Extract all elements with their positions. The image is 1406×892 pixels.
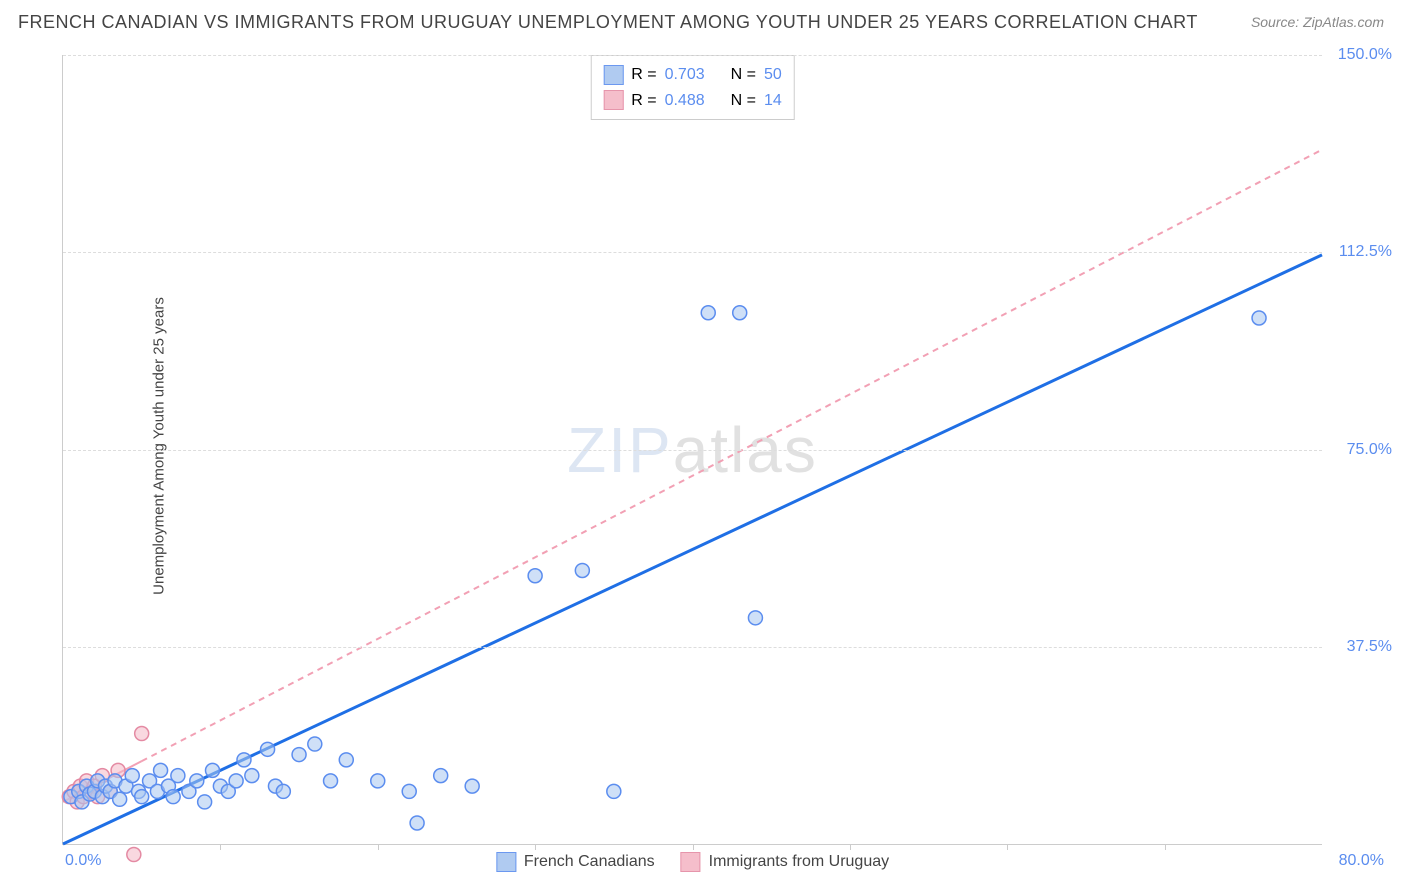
y-tick-label: 150.0% bbox=[1338, 46, 1392, 64]
legend-item-a: French Canadians bbox=[496, 852, 655, 872]
series-legend: French Canadians Immigrants from Uruguay bbox=[496, 852, 889, 872]
swatch-series-a-icon bbox=[496, 852, 516, 872]
legend-label-a: French Canadians bbox=[524, 853, 655, 871]
legend-item-b: Immigrants from Uruguay bbox=[681, 852, 890, 872]
plot-area: ZIPatlas R = 0.703 N = 50 R = 0.488 N = … bbox=[62, 55, 1322, 845]
y-tick-label: 37.5% bbox=[1347, 638, 1392, 656]
y-tick-label: 112.5% bbox=[1339, 243, 1392, 261]
y-tick-label: 75.0% bbox=[1347, 441, 1392, 459]
source-attribution: Source: ZipAtlas.com bbox=[1251, 14, 1384, 30]
legend-label-b: Immigrants from Uruguay bbox=[709, 853, 890, 871]
chart-title: FRENCH CANADIAN VS IMMIGRANTS FROM URUGU… bbox=[18, 12, 1198, 33]
x-axis-end-label: 80.0% bbox=[1339, 852, 1384, 870]
swatch-series-b-icon bbox=[681, 852, 701, 872]
x-axis-start-label: 0.0% bbox=[65, 852, 101, 870]
